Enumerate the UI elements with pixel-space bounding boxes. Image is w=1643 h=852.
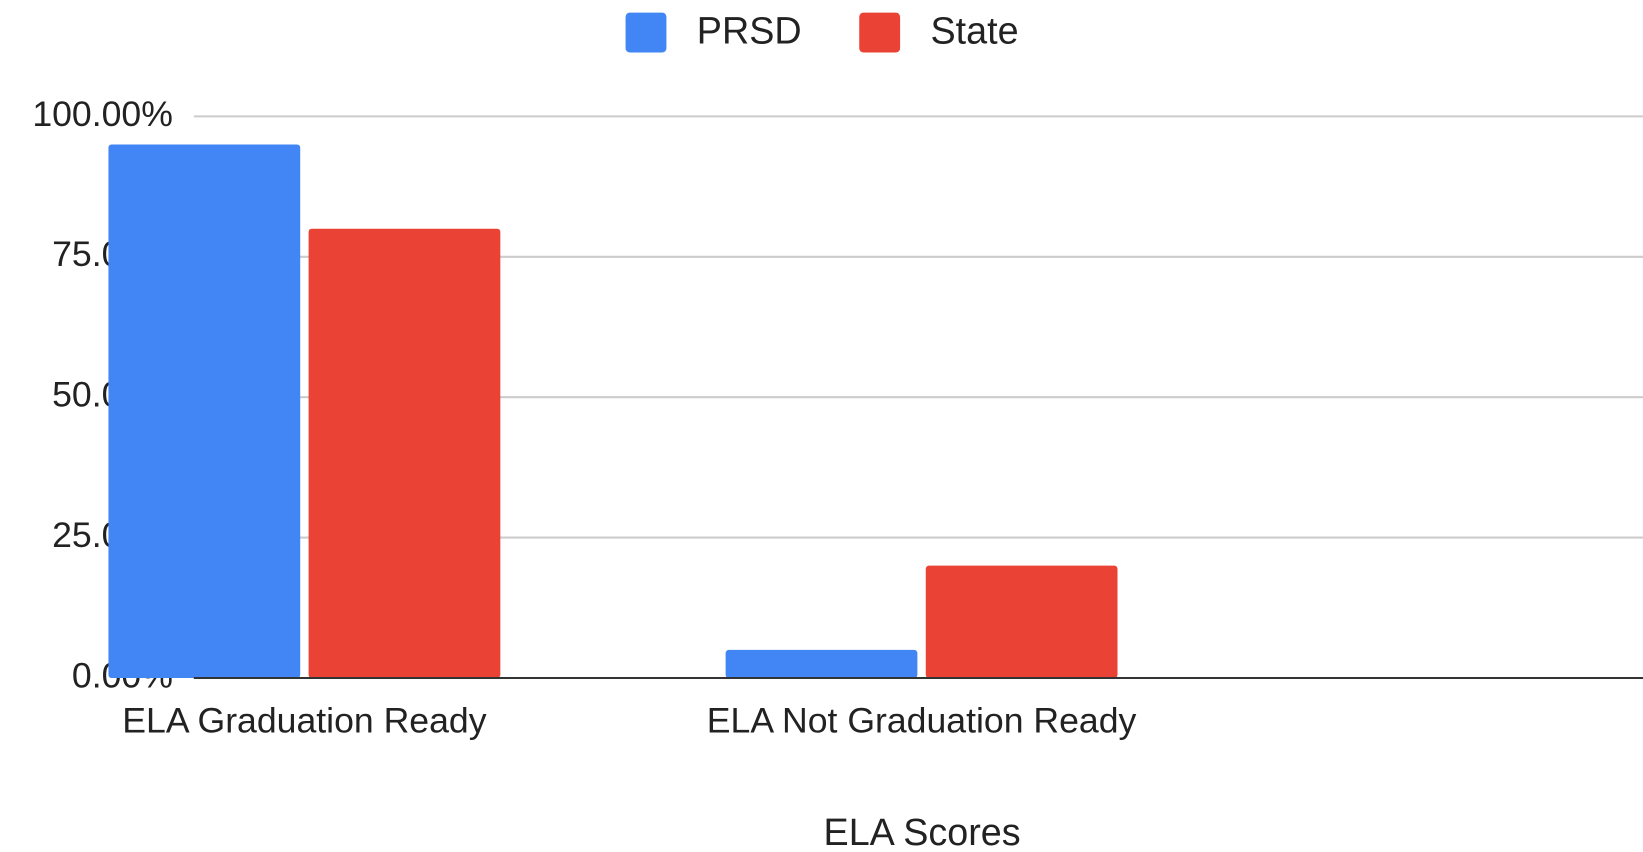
bar bbox=[308, 228, 501, 679]
bar bbox=[725, 649, 918, 679]
bar bbox=[108, 144, 301, 679]
x-axis-title: ELA Scores bbox=[824, 811, 1021, 852]
legend-label: State bbox=[930, 10, 1018, 52]
x-tick-label: ELA Graduation Ready bbox=[122, 700, 486, 740]
y-tick-label: 100.00% bbox=[32, 94, 173, 134]
bar bbox=[925, 565, 1118, 679]
legend-swatch bbox=[859, 12, 901, 53]
x-tick-label: ELA Not Graduation Ready bbox=[707, 700, 1137, 740]
legend-swatch bbox=[625, 12, 667, 53]
legend-label: PRSD bbox=[697, 10, 802, 52]
